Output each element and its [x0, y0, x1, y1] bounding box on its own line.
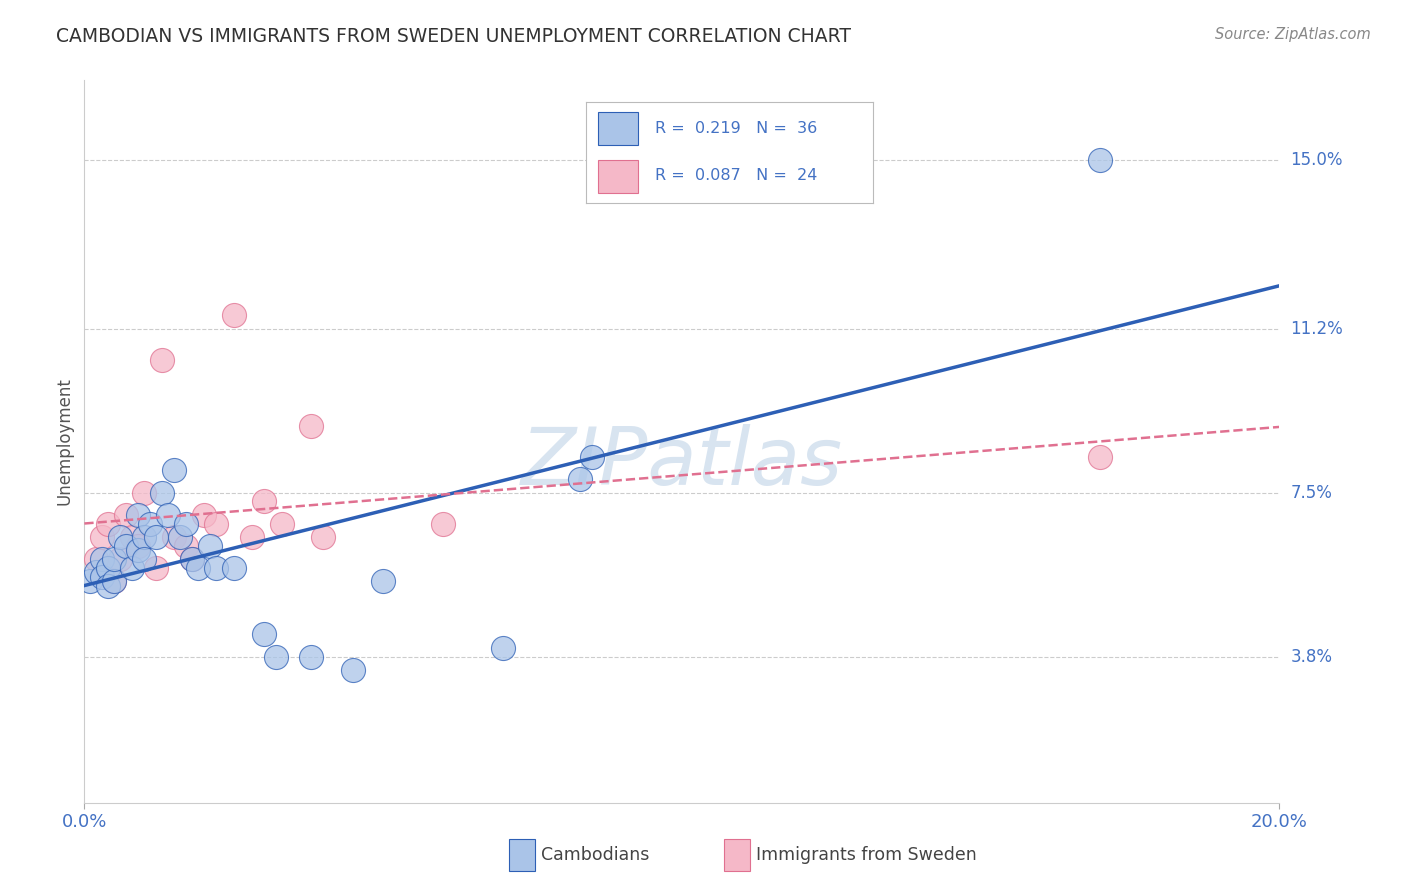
- Point: [432, 516, 454, 531]
- Point: [157, 508, 180, 522]
- Point: [91, 530, 114, 544]
- Point: [121, 530, 143, 544]
- Point: [222, 308, 245, 322]
- Text: 7.5%: 7.5%: [1291, 483, 1333, 501]
- Point: [127, 508, 149, 522]
- Text: Source: ZipAtlas.com: Source: ZipAtlas.com: [1215, 27, 1371, 42]
- Point: [86, 566, 108, 580]
- Point: [264, 649, 287, 664]
- Point: [342, 663, 364, 677]
- Point: [115, 539, 138, 553]
- Text: Immigrants from Sweden: Immigrants from Sweden: [756, 847, 977, 864]
- Text: CAMBODIAN VS IMMIGRANTS FROM SWEDEN UNEMPLOYMENT CORRELATION CHART: CAMBODIAN VS IMMIGRANTS FROM SWEDEN UNEM…: [56, 27, 851, 45]
- Point: [150, 485, 173, 500]
- Point: [1090, 450, 1112, 464]
- Point: [205, 516, 228, 531]
- Point: [132, 530, 156, 544]
- Point: [79, 574, 101, 589]
- Point: [312, 530, 335, 544]
- Text: ZIPatlas: ZIPatlas: [520, 425, 844, 502]
- Point: [240, 530, 263, 544]
- Point: [181, 552, 204, 566]
- Point: [270, 516, 292, 531]
- Point: [91, 552, 114, 566]
- Point: [301, 649, 323, 664]
- FancyBboxPatch shape: [724, 838, 749, 871]
- Text: 11.2%: 11.2%: [1291, 319, 1343, 337]
- Point: [163, 463, 186, 477]
- Point: [103, 574, 125, 589]
- Point: [222, 561, 245, 575]
- Y-axis label: Unemployment: Unemployment: [55, 377, 73, 506]
- Point: [103, 552, 125, 566]
- Point: [492, 640, 515, 655]
- Point: [169, 530, 191, 544]
- Point: [97, 561, 120, 575]
- Point: [139, 516, 162, 531]
- Text: 3.8%: 3.8%: [1291, 648, 1333, 665]
- Point: [205, 561, 228, 575]
- Point: [253, 494, 276, 508]
- Point: [132, 485, 156, 500]
- FancyBboxPatch shape: [509, 838, 534, 871]
- Point: [174, 516, 197, 531]
- Point: [145, 530, 167, 544]
- Point: [198, 539, 221, 553]
- Point: [373, 574, 395, 589]
- Point: [127, 539, 149, 553]
- Point: [150, 352, 173, 367]
- Point: [97, 579, 120, 593]
- Point: [121, 561, 143, 575]
- Point: [103, 574, 125, 589]
- Point: [110, 530, 132, 544]
- Point: [193, 508, 215, 522]
- Point: [86, 552, 108, 566]
- Point: [91, 570, 114, 584]
- Point: [569, 472, 592, 486]
- Point: [253, 627, 276, 641]
- Point: [127, 543, 149, 558]
- Point: [301, 419, 323, 434]
- Point: [132, 552, 156, 566]
- Point: [115, 508, 138, 522]
- Text: 15.0%: 15.0%: [1291, 151, 1343, 169]
- Point: [187, 561, 209, 575]
- Point: [110, 552, 132, 566]
- Text: Cambodians: Cambodians: [541, 847, 650, 864]
- Point: [97, 516, 120, 531]
- Point: [581, 450, 603, 464]
- Point: [1090, 153, 1112, 167]
- Point: [145, 561, 167, 575]
- Point: [163, 530, 186, 544]
- Point: [181, 552, 204, 566]
- Point: [174, 539, 197, 553]
